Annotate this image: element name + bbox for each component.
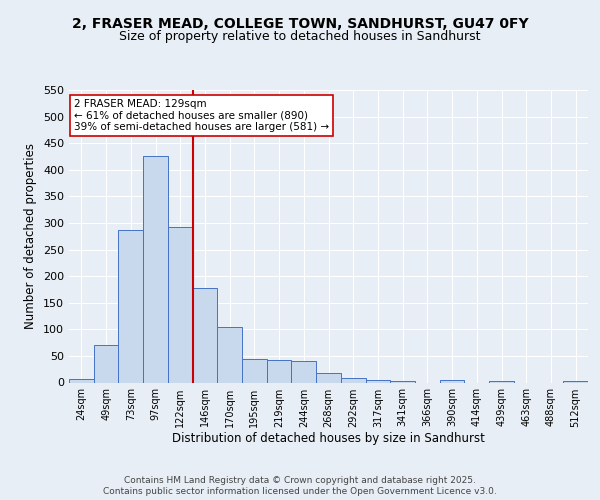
Bar [94, 346, 118, 383]
X-axis label: Distribution of detached houses by size in Sandhurst: Distribution of detached houses by size … [172, 432, 485, 446]
Text: Contains HM Land Registry data © Crown copyright and database right 2025.: Contains HM Land Registry data © Crown c… [124, 476, 476, 485]
Text: Contains public sector information licensed under the Open Government Licence v3: Contains public sector information licen… [103, 488, 497, 496]
Bar [316, 374, 341, 382]
Bar [168, 226, 193, 382]
Bar [143, 156, 168, 382]
Bar [341, 378, 365, 382]
Text: 2 FRASER MEAD: 129sqm
← 61% of detached houses are smaller (890)
39% of semi-det: 2 FRASER MEAD: 129sqm ← 61% of detached … [74, 99, 329, 132]
Bar [69, 379, 94, 382]
Bar [267, 360, 292, 382]
Bar [217, 327, 242, 382]
Text: 2, FRASER MEAD, COLLEGE TOWN, SANDHURST, GU47 0FY: 2, FRASER MEAD, COLLEGE TOWN, SANDHURST,… [71, 18, 529, 32]
Bar [242, 358, 267, 382]
Bar [563, 381, 588, 382]
Y-axis label: Number of detached properties: Number of detached properties [25, 143, 37, 329]
Bar [365, 380, 390, 382]
Bar [292, 361, 316, 382]
Text: Size of property relative to detached houses in Sandhurst: Size of property relative to detached ho… [119, 30, 481, 43]
Bar [118, 230, 143, 382]
Bar [440, 380, 464, 382]
Bar [193, 288, 217, 382]
